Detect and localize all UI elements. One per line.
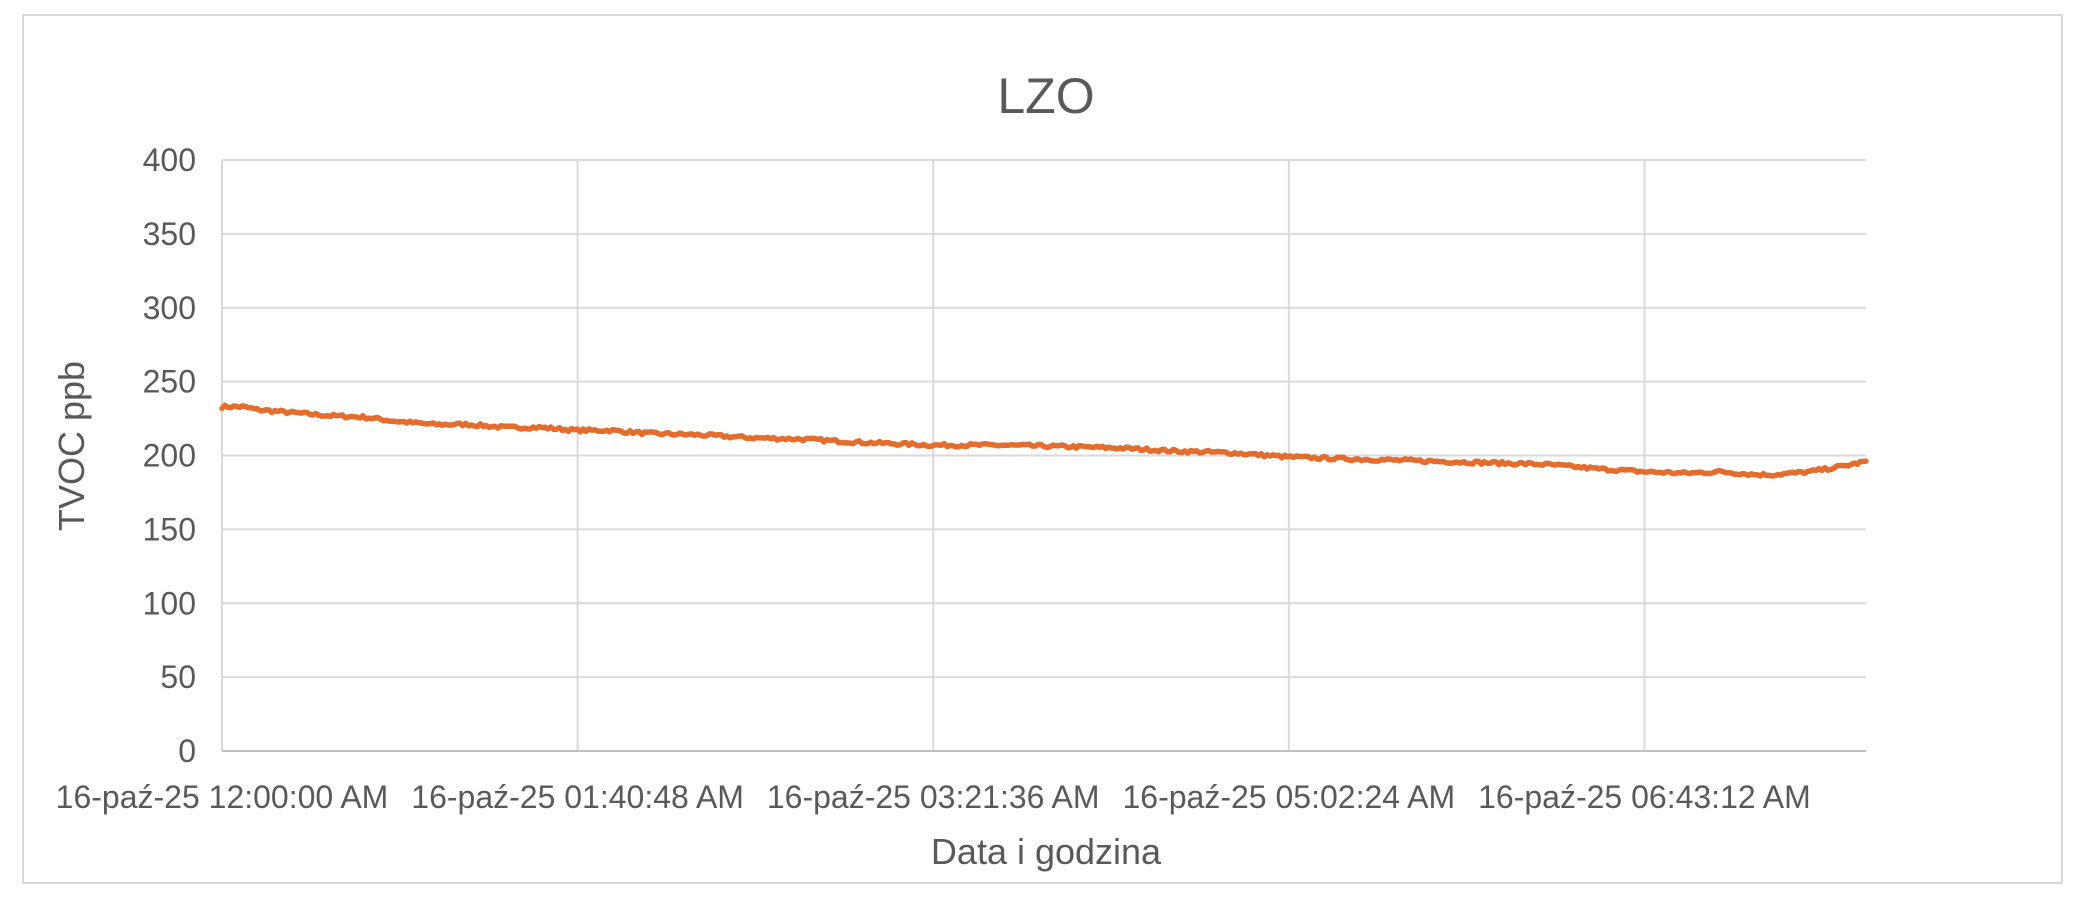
gridlines xyxy=(221,159,1866,752)
y-axis-title: TVOC ppb xyxy=(51,361,92,531)
y-tick-label: 0 xyxy=(178,733,196,769)
axes xyxy=(221,160,1866,752)
chart-frame: LZO 0 50 100 150 200 250 300 350 400 16-paź-25 12… xyxy=(22,14,2063,884)
x-tick-label: 16-paź-25 12:00:00 AM xyxy=(56,779,389,815)
y-tick-label: 100 xyxy=(143,585,196,621)
x-tick-label: 16-paź-25 01:40:48 AM xyxy=(411,779,744,815)
y-tick-label: 250 xyxy=(143,364,196,400)
tick-labels: 0 50 100 150 200 250 300 350 400 16-paź-25 12:00:… xyxy=(56,142,1811,815)
x-tick-label: 16-paź-25 03:21:36 AM xyxy=(767,779,1100,815)
y-tick-label: 350 xyxy=(143,216,196,252)
series-layer xyxy=(219,402,1869,479)
x-axis-title: Data i godzina xyxy=(931,831,1162,872)
y-tick-label: 200 xyxy=(143,438,196,474)
series-line xyxy=(219,402,1869,479)
x-tick-label: 16-paź-25 05:02:24 AM xyxy=(1123,779,1456,815)
x-tick-label: 16-paź-25 06:43:12 AM xyxy=(1478,779,1811,815)
y-tick-label: 400 xyxy=(143,142,196,178)
y-tick-label: 50 xyxy=(160,659,196,695)
y-tick-label: 150 xyxy=(143,511,196,547)
chart-title: LZO xyxy=(997,68,1094,124)
line-chart: LZO 0 50 100 150 200 250 300 350 400 16-paź-25 12… xyxy=(51,68,1869,872)
y-tick-label: 300 xyxy=(143,290,196,326)
